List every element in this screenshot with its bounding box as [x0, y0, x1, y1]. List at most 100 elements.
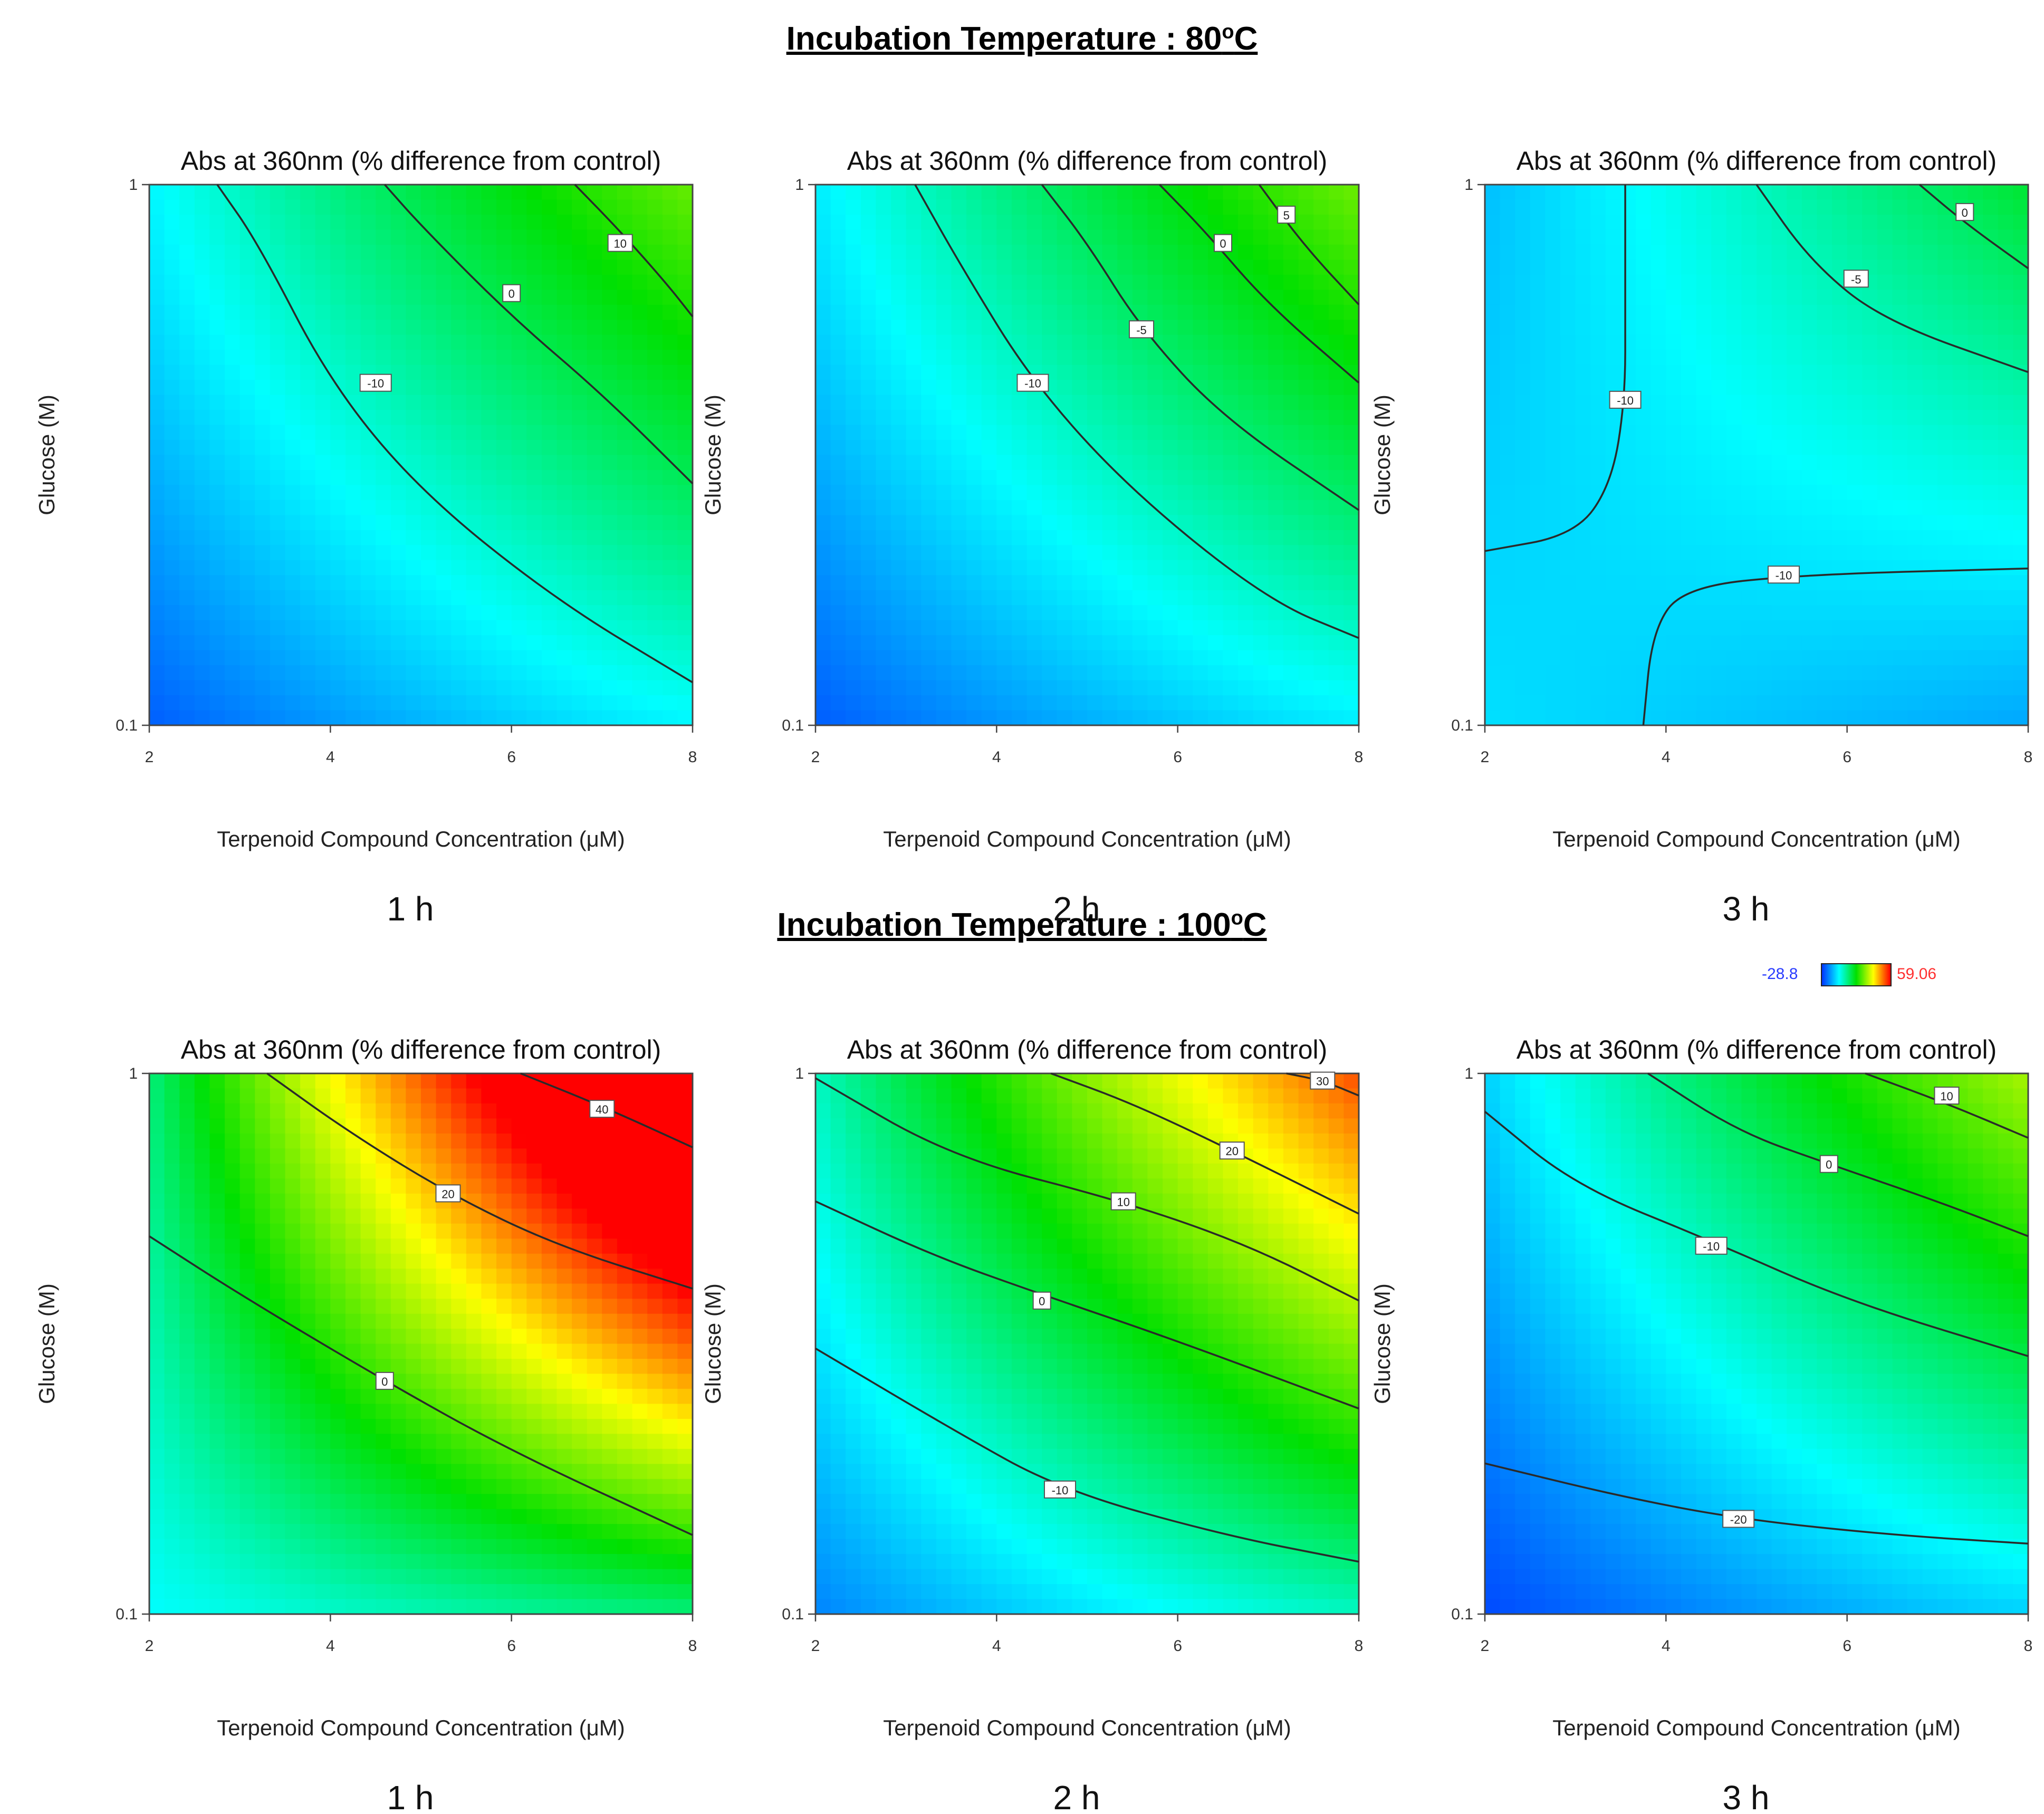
heat-cell — [1163, 274, 1178, 291]
heat-cell — [1636, 530, 1652, 546]
heat-cell — [1026, 185, 1042, 200]
heat-cell — [466, 1253, 482, 1269]
heat-cell — [1771, 665, 1787, 681]
heat-cell — [556, 1554, 572, 1570]
heat-cell — [164, 260, 180, 275]
heat-cell — [1877, 350, 1893, 366]
heat-cell — [1193, 695, 1208, 711]
heat-cell — [846, 695, 861, 711]
heat-cell — [677, 350, 693, 366]
heat-cell — [1922, 320, 1939, 335]
heat-cell — [285, 1494, 301, 1510]
heat-cell — [632, 560, 648, 576]
heat-cell — [602, 515, 618, 531]
heat-cell — [406, 665, 421, 681]
heat-cell — [179, 440, 195, 456]
heat-cell — [1952, 260, 1969, 275]
heat-cell — [376, 1208, 391, 1224]
heat-cell — [315, 380, 331, 396]
heat-cell — [1268, 575, 1284, 591]
heat-cell — [270, 214, 286, 231]
heat-cell — [1132, 470, 1148, 486]
heat-cell — [1757, 410, 1772, 426]
heat-cell — [1207, 620, 1224, 636]
heat-cell — [225, 620, 241, 636]
heat-cell — [906, 605, 922, 621]
heat-cell — [1530, 440, 1546, 456]
heat-cell — [421, 1509, 437, 1524]
heat-cell — [179, 1193, 195, 1210]
heat-cell — [209, 395, 225, 410]
heat-cell — [1605, 185, 1621, 200]
heat-cell — [330, 214, 346, 231]
heat-cell — [451, 1464, 467, 1480]
heat-cell — [376, 1269, 391, 1284]
heat-cell — [149, 1418, 165, 1435]
heat-cell — [1087, 515, 1103, 531]
heat-cell — [1283, 425, 1299, 440]
heat-cell — [1072, 274, 1088, 291]
heat-cell — [1530, 665, 1546, 681]
heat-cell — [1163, 710, 1178, 726]
heat-cell — [1832, 650, 1848, 666]
heat-cell — [1026, 650, 1042, 666]
heat-cell — [1087, 350, 1103, 366]
heat-cell — [255, 1569, 271, 1585]
heat-cell — [1238, 650, 1254, 666]
heat-cell — [406, 1343, 421, 1359]
heat-cell — [225, 1103, 241, 1119]
heat-cell — [390, 1133, 407, 1149]
heat-cell — [617, 304, 633, 321]
heat-cell — [2013, 350, 2029, 366]
heat-cell — [1832, 229, 1848, 245]
heat-cell — [1026, 410, 1042, 426]
heat-cell — [496, 1253, 512, 1269]
heat-cell — [179, 1554, 195, 1570]
heat-cell — [541, 1374, 558, 1389]
heat-cell — [164, 1073, 180, 1089]
heat-cell — [390, 1283, 407, 1299]
heat-cell — [526, 1178, 542, 1194]
heat-cell — [996, 440, 1012, 456]
heat-cell — [1283, 470, 1299, 486]
heat-cell — [1983, 500, 1999, 516]
heat-cell — [966, 425, 982, 440]
heat-cell — [270, 1163, 286, 1179]
heat-cell — [1057, 455, 1073, 471]
heat-cell — [541, 1163, 558, 1179]
heat-cell — [632, 274, 648, 291]
heat-cell — [164, 1253, 180, 1269]
heat-cell — [906, 364, 922, 380]
heat-cell — [526, 545, 542, 561]
heat-cell — [1560, 470, 1576, 486]
heat-cell — [1998, 695, 2014, 711]
heat-cell — [526, 560, 542, 576]
heat-cell — [876, 290, 891, 305]
heat-cell — [587, 455, 603, 471]
heat-cell — [1530, 229, 1546, 245]
heat-cell — [481, 1359, 497, 1375]
heat-cell — [1937, 455, 1953, 471]
heat-cell — [1575, 500, 1591, 516]
heat-cell — [1283, 620, 1299, 636]
heat-cell — [921, 334, 937, 350]
heat-cell — [876, 214, 891, 231]
heat-cell — [315, 1404, 331, 1419]
heat-cell — [1500, 455, 1515, 471]
heat-cell — [1313, 290, 1329, 305]
heat-cell — [1298, 440, 1314, 456]
heat-cell — [1832, 320, 1848, 335]
heat-cell — [647, 425, 663, 440]
heat-cell — [270, 425, 286, 440]
heat-cell — [239, 1178, 256, 1194]
heat-cell — [270, 334, 286, 350]
heat-cell — [1590, 395, 1606, 410]
heat-cell — [1741, 304, 1757, 321]
heat-cell — [255, 1133, 271, 1149]
heat-cell — [1726, 304, 1742, 321]
heat-cell — [360, 515, 376, 531]
heat-cell — [891, 244, 907, 261]
heat-cell — [1057, 500, 1073, 516]
heat-cell — [481, 334, 497, 350]
heat-cell — [860, 530, 877, 546]
